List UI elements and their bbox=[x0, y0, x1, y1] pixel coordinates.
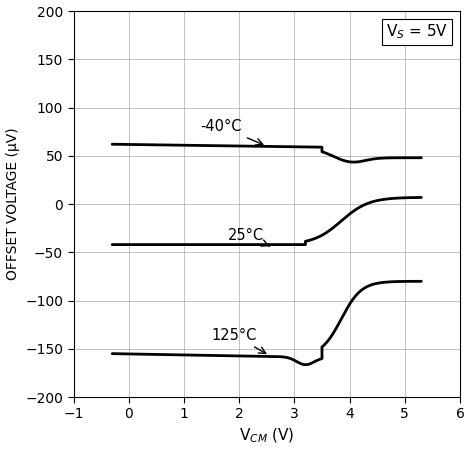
Text: 125°C: 125°C bbox=[212, 328, 266, 354]
Y-axis label: OFFSET VOLTAGE (μV): OFFSET VOLTAGE (μV) bbox=[6, 128, 20, 281]
X-axis label: V$_{CM}$ (V): V$_{CM}$ (V) bbox=[239, 427, 295, 446]
Text: 25°C: 25°C bbox=[228, 228, 270, 246]
Text: -40°C: -40°C bbox=[201, 120, 263, 145]
Text: V$_S$ = 5V: V$_S$ = 5V bbox=[386, 23, 448, 41]
